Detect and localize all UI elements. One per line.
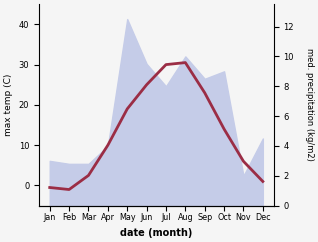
Y-axis label: med. precipitation (kg/m2): med. precipitation (kg/m2) xyxy=(305,48,314,161)
Y-axis label: max temp (C): max temp (C) xyxy=(4,74,13,136)
X-axis label: date (month): date (month) xyxy=(120,228,192,238)
